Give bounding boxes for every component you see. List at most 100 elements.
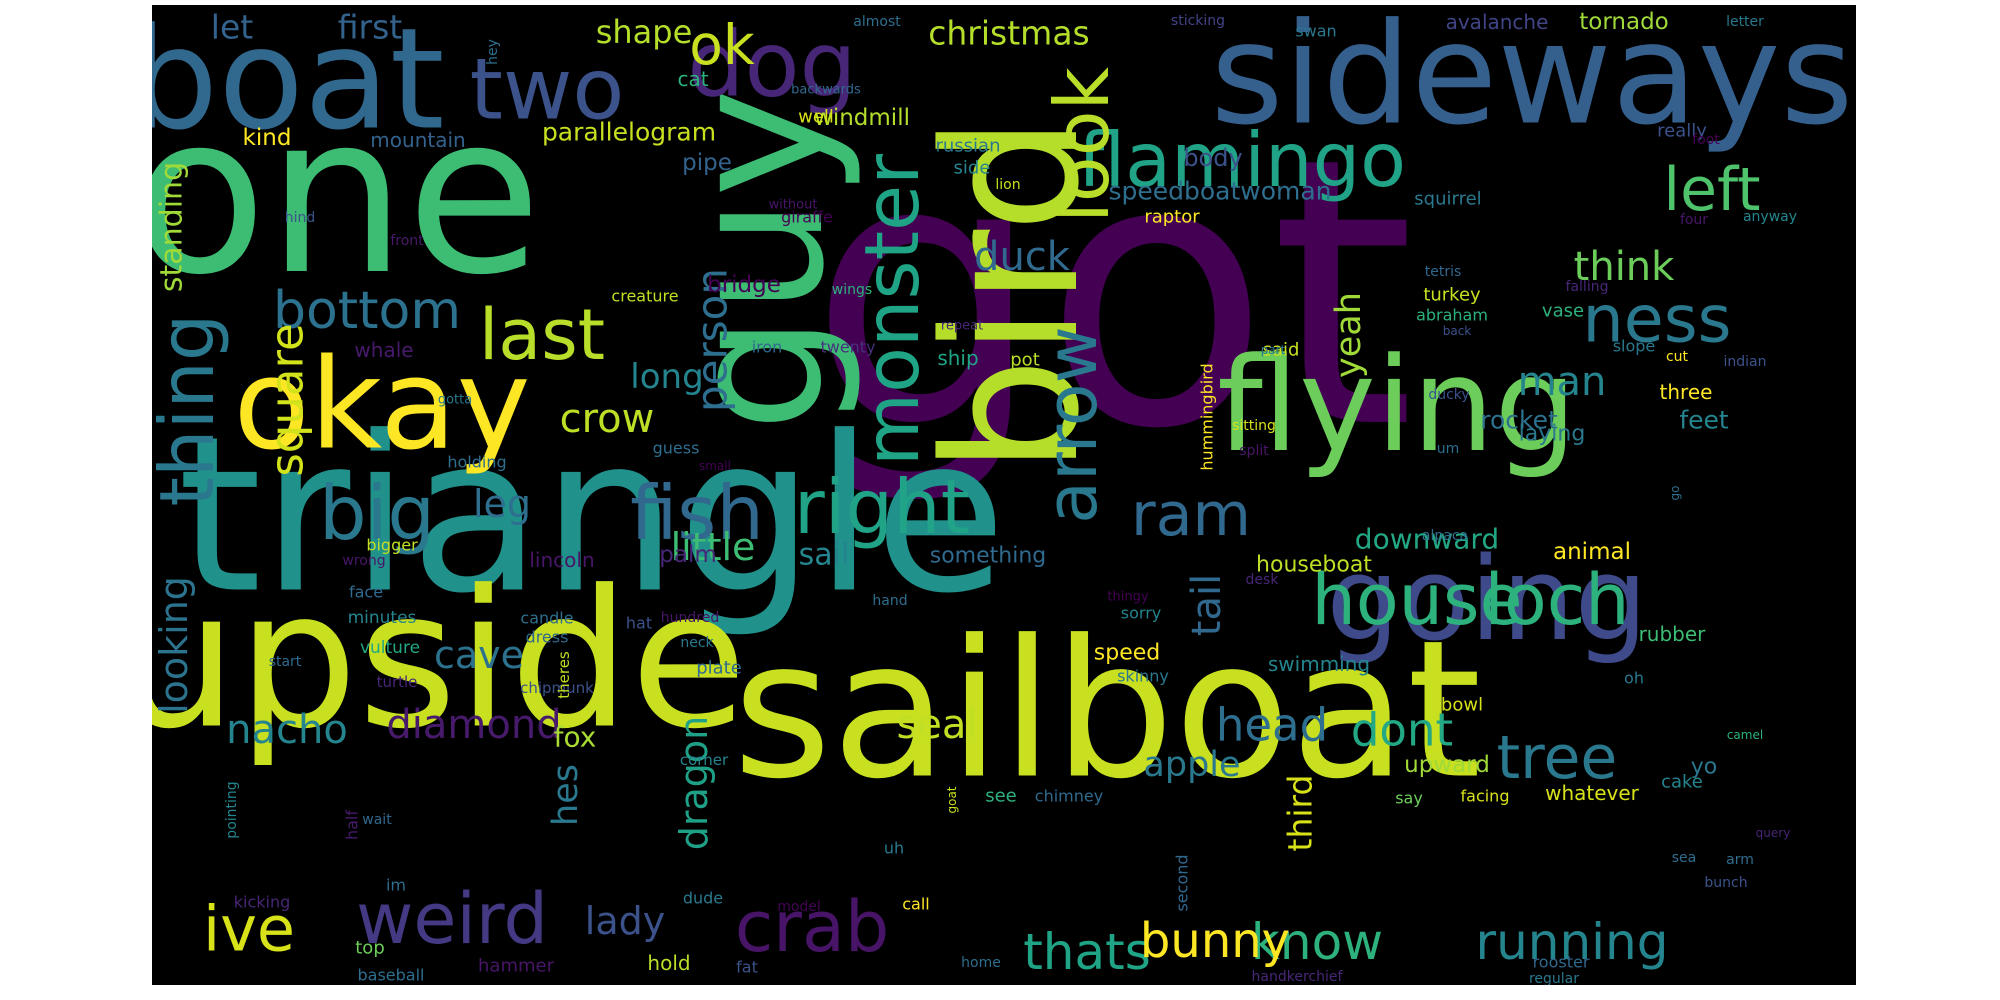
word-hundred: hundred [661,610,719,626]
word-corner: corner [680,751,729,769]
word-ducky: ducky [1428,387,1469,403]
word-chipmunk: chipmunk [520,679,594,697]
word-boat: boat [152,5,445,162]
word-christmas: christmas [928,14,1090,53]
word-last: last [479,294,605,376]
word-said: said [1263,340,1300,361]
word-skinny: skinny [1117,667,1169,686]
word-avalanche: avalanche [1446,10,1549,34]
word-sticking: sticking [1171,13,1225,29]
word-ok: ok [689,13,755,77]
word-holding: holding [447,453,506,472]
word-hes: hes [546,764,586,826]
word-repeat: repeat [941,319,983,334]
word-big: big [319,469,435,557]
word-tetris: tetris [1425,264,1462,280]
word-lincoln: lincoln [529,548,594,572]
word-hind: hind [285,210,316,226]
word-guess: guess [653,439,700,458]
word-man: man [1518,359,1607,405]
word-turkey: turkey [1423,285,1481,306]
word-yeah: yeah [1329,292,1369,378]
word-little: little [671,525,756,569]
word-back: back [1443,324,1472,338]
word-sorry: sorry [1121,604,1161,623]
word-indian: indian [1724,354,1767,370]
word-um: um [1437,441,1460,457]
word-abraham: abraham [1416,306,1488,325]
word-animal: animal [1553,539,1631,565]
word-hey: hey [485,39,501,65]
word-dude: dude [683,889,723,908]
word-downward: downward [1355,523,1499,556]
word-swan: swan [1295,22,1336,41]
word-hand: hand [872,593,907,609]
word-upward: upward [1404,752,1490,778]
word-top: top [355,938,385,959]
word-candle: candle [520,609,573,628]
word-vase: vase [1542,301,1584,322]
word-backwards: backwards [791,83,861,98]
word-go: go [1668,486,1682,501]
word-front: front [390,233,424,249]
word-home: home [961,955,1001,971]
word-got: got [809,80,1415,510]
word-iron: iron [752,338,783,357]
word-crab: crab [735,886,890,968]
word-oh: oh [1624,669,1644,688]
word-cake: cake [1661,772,1703,793]
word-giraffe: giraffe [781,208,833,227]
word-triangle: triangle [178,390,1007,641]
word-dont: dont [1351,704,1453,757]
word-running: running [1476,913,1669,971]
word-two: two [470,41,625,140]
word-sea: sea [1672,850,1697,866]
word-flying: flying [1217,329,1577,481]
word-apple: apple [1143,745,1240,785]
word-leg: leg [473,482,531,526]
word-rubber: rubber [1639,622,1707,646]
word-thingy: thingy [1107,590,1148,605]
word-handkerchief: handkerchief [1252,969,1344,985]
word-windmill: windmill [814,105,910,131]
word-sailboat: sailboat [733,600,1482,821]
word-houseboat: houseboat [1256,553,1372,578]
word-pipe: pipe [682,150,732,176]
word-really: really [1657,121,1707,142]
word-whale: whale [354,338,413,362]
word-dragon: dragon [672,716,716,850]
word-first: first [338,8,403,47]
word-thats: thats [1023,923,1151,981]
word-face: face [349,583,383,602]
word-palm: palm [659,542,717,568]
word-raptor: raptor [1144,207,1200,228]
word-body: body [1183,144,1242,172]
word-yo: yo [1691,755,1717,780]
word-cloud-frame: got triangle upside sailboat one guy bird boat s… [152,5,1856,985]
word-dog: dog [687,13,856,118]
word-start: start [269,654,302,670]
word-nacho: nacho [226,707,348,753]
word-whatever: whatever [1545,781,1640,805]
word-let: let [211,8,253,47]
word-rooster: rooster [1533,953,1590,972]
word-split: split [1239,443,1269,459]
word-llama: llama [1309,220,1342,234]
word-something: something [930,544,1046,569]
word-second: second [1173,854,1192,911]
word-russian: russian [935,136,1000,157]
word-half: half [343,810,362,840]
word-rocket: rocket [1480,406,1558,435]
word-cave: cave [434,633,524,677]
word-swimming: swimming [1268,652,1370,676]
word-bowl: bowl [1441,695,1483,716]
word-speedboatwoman: speedboatwoman [1108,177,1331,206]
word-call: call [902,895,930,914]
word-uh: uh [884,839,904,858]
word-right: right [794,463,970,551]
word-see: see [985,786,1017,807]
word-im: im [386,876,406,895]
word-squirrel: squirrel [1414,189,1481,210]
word-baseball: baseball [358,966,425,985]
